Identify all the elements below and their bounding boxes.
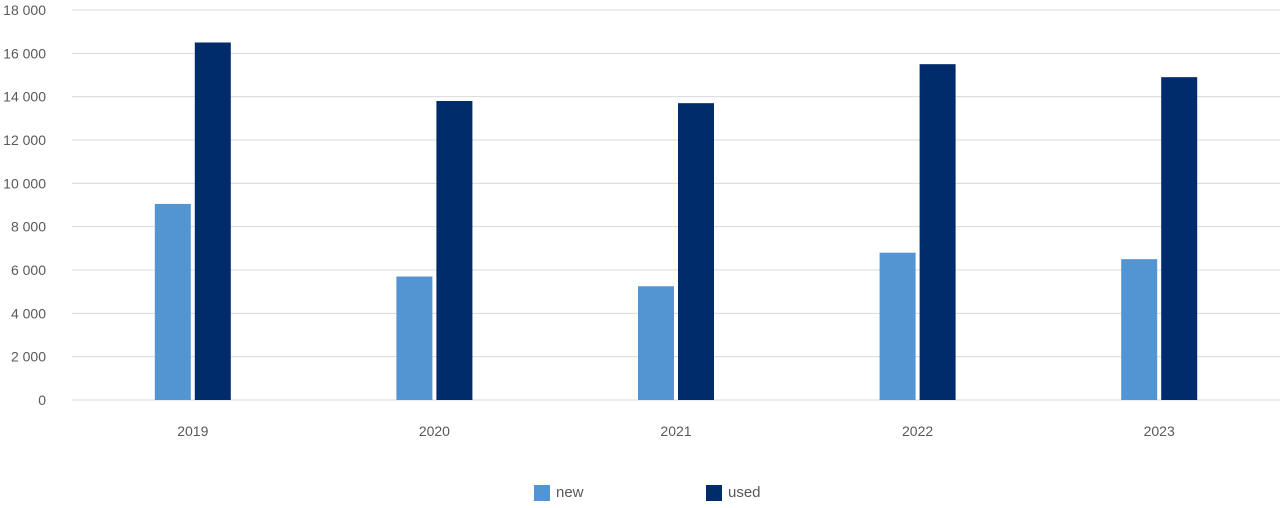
- y-tick-label: 16 000: [3, 45, 46, 61]
- x-tick-label: 2022: [902, 423, 933, 439]
- y-tick-label: 6 000: [11, 262, 46, 278]
- y-tick-label: 2 000: [11, 349, 46, 365]
- bars: [154, 42, 1198, 401]
- bar-new-2020: [396, 276, 433, 400]
- y-tick-label: 4 000: [11, 305, 46, 321]
- y-tick-label: 8 000: [11, 219, 46, 235]
- x-axis-tick-labels: 2019 2020 2021 2022 2023: [177, 423, 1175, 439]
- bar-new-2019: [154, 203, 191, 400]
- y-tick-label: 12 000: [3, 132, 46, 148]
- y-tick-label: 0: [38, 392, 46, 408]
- bar-used-2021: [678, 103, 714, 401]
- bar-chart: 0 2 000 4 000 6 000 8 000 10 000 12 000 14 000 1…: [3, 2, 1280, 439]
- legend-label-used: used: [728, 484, 761, 501]
- bar-new-2023: [1121, 259, 1158, 400]
- legend-swatch-used: [706, 484, 722, 501]
- bar-used-2023: [1161, 77, 1198, 401]
- legend-item-used: used: [706, 484, 761, 501]
- bar-used-2022: [919, 64, 956, 401]
- x-tick-label: 2023: [1144, 423, 1175, 439]
- bar-new-2021: [638, 286, 674, 400]
- y-tick-label: 18 000: [3, 2, 46, 18]
- gridlines: [72, 9, 1280, 401]
- legend-label-new: new: [556, 484, 584, 501]
- legend-item-new: new: [534, 484, 584, 501]
- bar-used-2020: [436, 101, 473, 400]
- legend-swatch-new: [534, 484, 550, 501]
- y-axis-tick-labels: 0 2 000 4 000 6 000 8 000 10 000 12 000 14 000 1…: [3, 2, 46, 408]
- legend: new used: [0, 484, 1280, 506]
- y-tick-label: 14 000: [3, 89, 46, 105]
- bar-used-2019: [194, 42, 231, 400]
- x-tick-label: 2021: [660, 423, 691, 439]
- y-tick-label: 10 000: [3, 175, 46, 191]
- x-tick-label: 2019: [177, 423, 208, 439]
- bar-new-2022: [879, 252, 916, 400]
- x-tick-label: 2020: [419, 423, 450, 439]
